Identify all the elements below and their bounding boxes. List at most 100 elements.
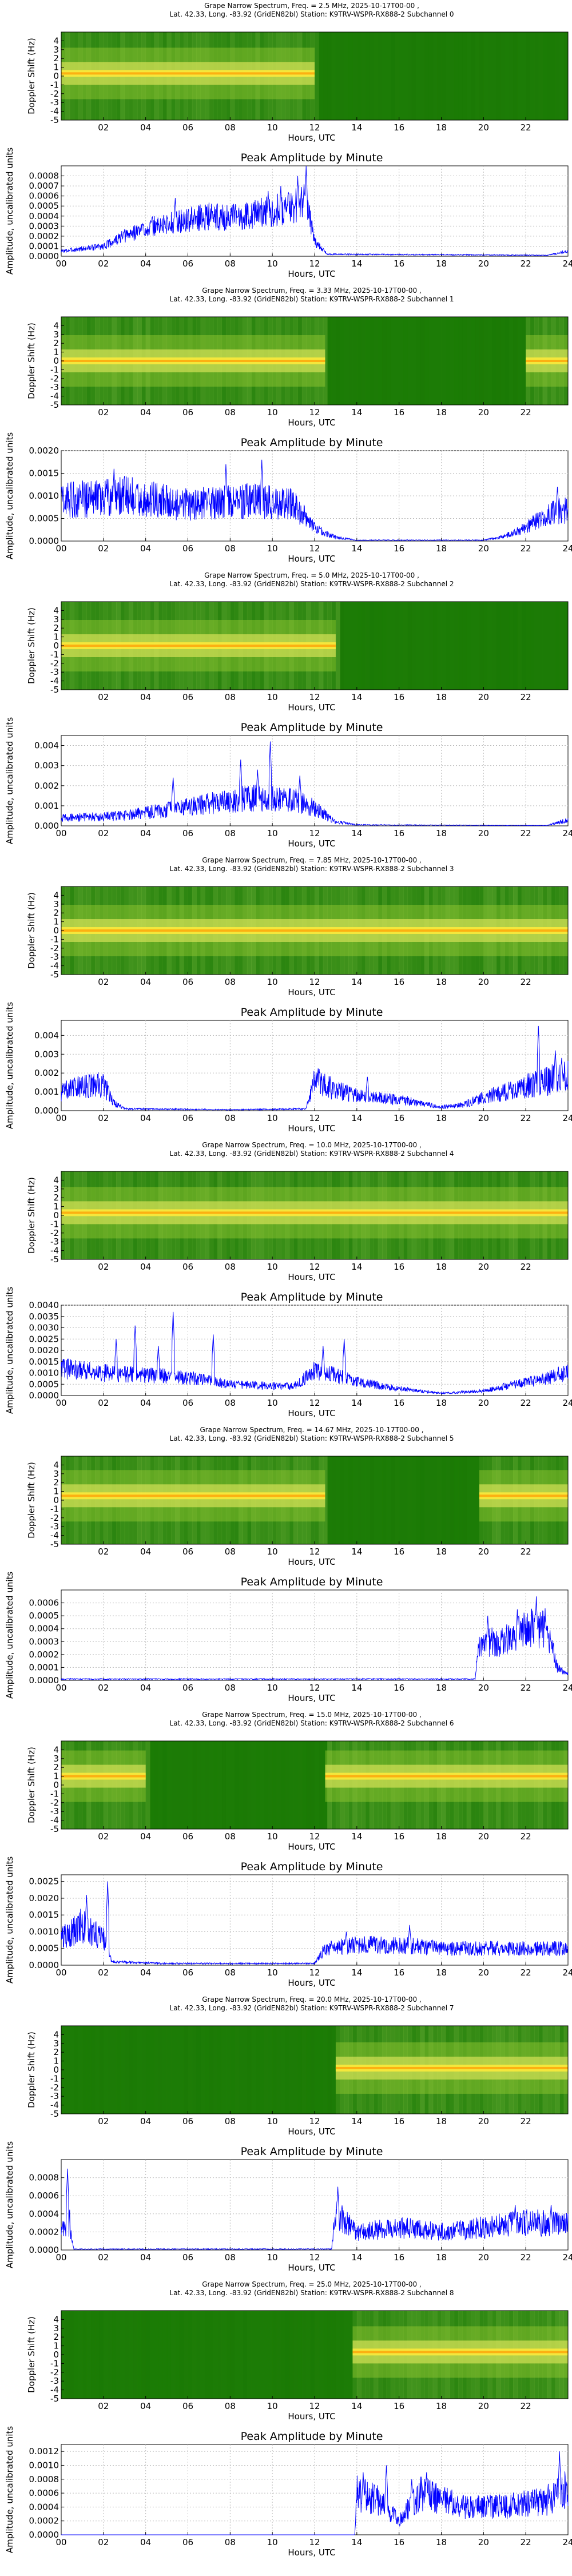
spectrum-texture-column [462, 602, 467, 690]
spectrum-title-line2: Lat. 42.33, Long. -83.92 (GridEN82bl) St… [170, 1434, 454, 1442]
spectrum-texture-column [310, 2311, 315, 2399]
spectrum-signal-peak [61, 929, 568, 932]
spectrum-texture-column [428, 317, 434, 405]
spectrum-texture-column [205, 1741, 209, 1829]
spectrum-texture-column [348, 1456, 353, 1544]
spectrum-x-tick-label: 16 [394, 407, 404, 418]
amplitude-y-tick-label: 0.0006 [29, 2488, 59, 2498]
spectrum-x-tick-label: 04 [140, 2401, 151, 2411]
spectrum-texture-column [243, 1741, 248, 1829]
spectrum-y-tick-label: 2 [53, 53, 59, 63]
amplitude-x-tick-label: 08 [225, 259, 236, 269]
amplitude-x-tick-label: 04 [140, 1967, 151, 1978]
amplitude-x-tick-label: 06 [182, 828, 193, 838]
spectrum-x-tick-label: 20 [478, 1547, 489, 1557]
spectrum-texture-column [293, 2311, 298, 2399]
amplitude-x-tick-label: 22 [521, 1967, 531, 1978]
spectrum-y-tick-label: 0 [53, 2350, 59, 2360]
spectrum-signal-peak [61, 1211, 568, 1214]
amplitude-y-axis-label: Amplitude, uncalibrated units [5, 1857, 15, 1984]
amplitude-y-tick-label: 0.001 [34, 1087, 59, 1097]
spectrum-x-tick-label: 14 [351, 977, 362, 987]
spectrum-texture-column [483, 602, 488, 690]
amplitude-x-tick-label: 06 [182, 1683, 193, 1693]
amplitude-x-tick-label: 22 [521, 259, 531, 269]
spectrum-texture-column [166, 2026, 172, 2114]
amplitude-x-tick-label: 14 [351, 1967, 362, 1978]
spectrum-heatmap [61, 2311, 568, 2399]
spectrum-y-tick-label: -5 [50, 2109, 59, 2119]
amplitude-x-tick-label: 02 [98, 1683, 109, 1693]
spectrum-texture-column [454, 32, 459, 120]
amplitude-x-tick-label: 16 [394, 543, 404, 554]
spectrum-texture-column [196, 2026, 201, 2114]
spectrum-texture-column [496, 32, 501, 120]
amplitude-x-tick-label: 08 [225, 2252, 236, 2263]
spectrum-y-tick-label: -1 [50, 1788, 59, 1799]
spectrum-texture-column [551, 602, 556, 690]
spectrum-texture-column [424, 32, 429, 120]
spectrum-texture-column [416, 1456, 421, 1544]
amplitude-y-axis-label: Amplitude, uncalibrated units [5, 2426, 15, 2554]
spectrum-x-tick-label: 20 [478, 2116, 489, 2126]
spectrum-texture-column [500, 317, 505, 405]
spectrum-title-line2: Lat. 42.33, Long. -83.92 (GridEN82bl) St… [170, 2289, 454, 2297]
amplitude-x-tick-label: 02 [98, 2252, 109, 2263]
spectrum-x-tick-label: 12 [309, 1831, 320, 1842]
spectrum-x-tick-label: 06 [182, 977, 193, 987]
spectrum-texture-column [78, 2026, 83, 2114]
amplitude-x-tick-label: 00 [55, 543, 66, 554]
amplitude-x-tick-label: 24 [562, 1683, 572, 1693]
spectrum-x-tick-label: 14 [351, 122, 362, 133]
amplitude-x-tick-label: 08 [225, 1967, 236, 1978]
spectrum-texture-column [184, 2026, 188, 2114]
spectrum-texture-column [471, 602, 476, 690]
amplitude-x-tick-label: 20 [478, 1683, 489, 1693]
amplitude-y-tick-label: 0.002 [34, 1068, 59, 1078]
spectrum-x-tick-label: 16 [394, 977, 404, 987]
spectrum-texture-column [323, 32, 328, 120]
spectrum-texture-column [301, 2026, 307, 2114]
spectrum-texture-column [230, 1741, 235, 1829]
spectrum-texture-column [344, 602, 349, 690]
spectrum-x-tick-label: 08 [225, 122, 236, 133]
spectrum-x-tick-label: 04 [140, 977, 151, 987]
spectrum-x-tick-label: 08 [225, 1262, 236, 1272]
spectrum-texture-column [399, 602, 404, 690]
spectrum-texture-column [179, 1741, 184, 1829]
spectrum-texture-column [74, 2311, 79, 2399]
spectrum-texture-column [505, 602, 510, 690]
spectrum-texture-column [521, 317, 526, 405]
spectrum-x-tick-label: 18 [436, 2401, 447, 2411]
spectrum-texture-column [462, 1456, 467, 1544]
spectrum-y-tick-label: -3 [50, 2091, 59, 2101]
spectrum-texture-column [154, 2311, 159, 2399]
amplitude-x-tick-label: 18 [436, 828, 447, 838]
spectrum-texture-column [225, 1741, 231, 1829]
amplitude-title: Peak Amplitude by Minute [241, 1006, 383, 1019]
spectrum-y-tick-label: -3 [50, 97, 59, 108]
spectrum-texture-column [95, 2026, 100, 2114]
spectrum-y-tick-label: 3 [53, 45, 59, 55]
spectrum-texture-column [352, 32, 357, 120]
spectrum-texture-column [133, 2311, 138, 2399]
spectrum-texture-column [90, 2311, 96, 2399]
amplitude-y-tick-label: 0.0001 [29, 241, 59, 251]
spectrum-x-tick-label: 10 [267, 1547, 278, 1557]
spectrum-texture-column [462, 32, 467, 120]
amplitude-x-tick-label: 04 [140, 2537, 151, 2547]
spectrum-y-tick-label: 0 [53, 1210, 59, 1221]
amplitude-y-tick-label: 0.0000 [29, 2245, 59, 2255]
amplitude-y-tick-label: 0.0005 [29, 514, 59, 524]
amplitude-x-tick-label: 14 [351, 259, 362, 269]
spectrum-texture-column [521, 32, 526, 120]
spectrum-y-tick-label: 2 [53, 1762, 59, 1772]
spectrum-texture-column [344, 2311, 349, 2399]
spectrum-texture-column [331, 2026, 336, 2114]
amplitude-y-tick-label: 0.0004 [29, 211, 59, 221]
amplitude-y-tick-label: 0.0004 [29, 2209, 59, 2219]
spectrum-signal-peak [335, 2066, 568, 2069]
spectrum-texture-column [335, 32, 340, 120]
spectrum-x-tick-label: 20 [478, 407, 489, 418]
amplitude-x-tick-label: 10 [267, 828, 278, 838]
